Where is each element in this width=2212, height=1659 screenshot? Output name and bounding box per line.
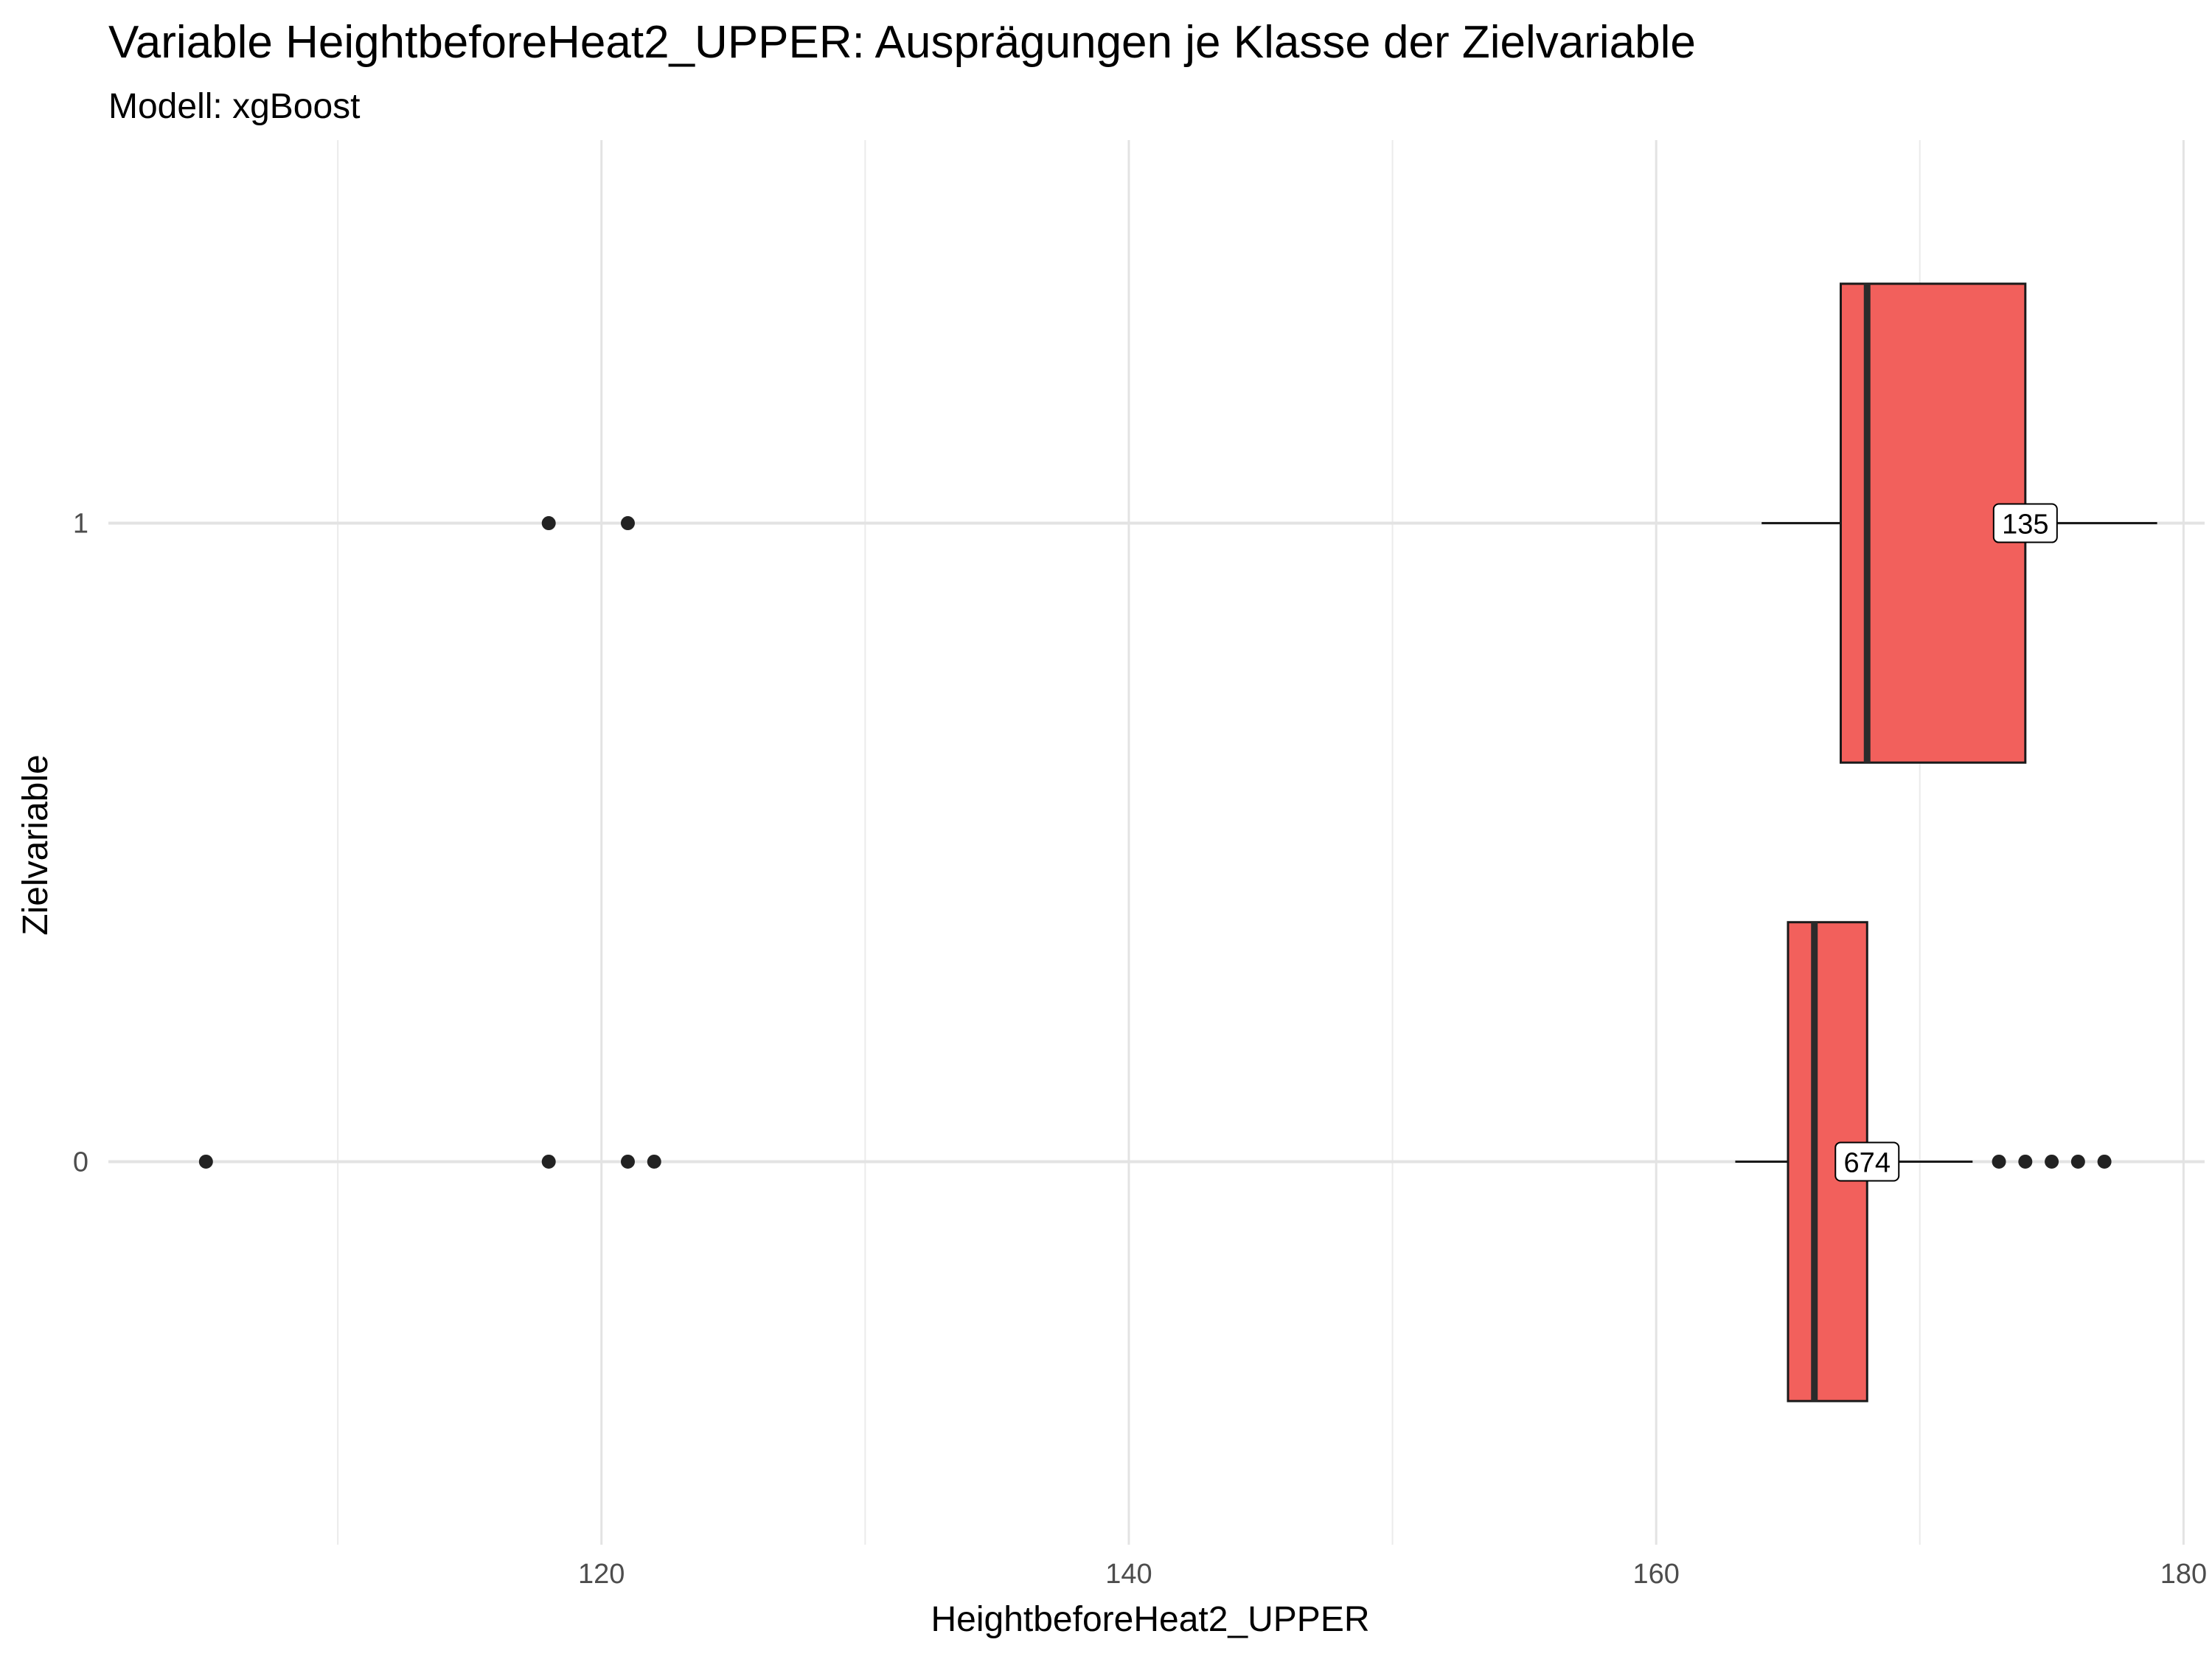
x-tick-label: 180 [2160, 1559, 2207, 1590]
outlier-point [1992, 1154, 2006, 1169]
outlier-point [541, 516, 556, 531]
chart-subtitle: Modell: xgBoost [108, 87, 361, 126]
count-labels: 674 135 [1834, 503, 2058, 1182]
outlier-point [2097, 1154, 2112, 1169]
outlier-point [541, 1154, 556, 1169]
x-tick-label: 120 [578, 1559, 625, 1590]
x-tick-label: 140 [1105, 1559, 1152, 1590]
y-tick-label: 0 [73, 1147, 88, 1178]
outlier-point [198, 1154, 213, 1169]
count-label-box [1992, 503, 2058, 543]
x-tick-label: 160 [1632, 1559, 1679, 1590]
outlier-point [2045, 1154, 2059, 1169]
count-label: 135 [2002, 509, 2048, 540]
y-tick-label: 1 [73, 509, 88, 540]
outlier-point [2070, 1154, 2085, 1169]
count-label: 674 [1844, 1147, 1891, 1178]
x-axis-title: HeightbeforeHeat2_UPPER [931, 1600, 1369, 1639]
box-layer [198, 282, 2157, 1402]
outlier-point [620, 516, 635, 531]
axis-ticks: 120 140 160 180 0 1 [73, 509, 2207, 1590]
y-axis-title: Zielvariable [16, 754, 55, 935]
outlier-point [647, 1154, 661, 1169]
outlier-point [620, 1154, 635, 1169]
outlier-point [2018, 1154, 2033, 1169]
chart-title: Variable HeightbeforeHeat2_UPPER: Ausprä… [108, 17, 1696, 68]
count-label-box [1834, 1141, 1900, 1182]
